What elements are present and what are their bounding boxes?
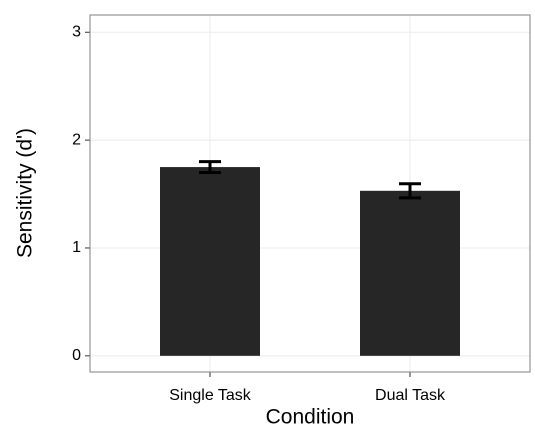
bar [160, 167, 260, 356]
x-tick-label: Dual Task [375, 387, 446, 404]
y-tick-label: 2 [72, 131, 81, 148]
panel-border [89, 14, 531, 373]
x-tick-label: Single Task [169, 387, 252, 404]
y-tick-label: 0 [72, 347, 81, 364]
panel [90, 15, 530, 372]
bar [360, 190, 460, 356]
x-axis-title: Condition [266, 406, 355, 429]
y-tick-label: 3 [72, 23, 81, 40]
y-axis-title: Sensitivity (d') [14, 128, 37, 258]
y-tick-label: 1 [72, 239, 81, 256]
error-bar [399, 182, 421, 200]
error-bar [199, 160, 221, 174]
